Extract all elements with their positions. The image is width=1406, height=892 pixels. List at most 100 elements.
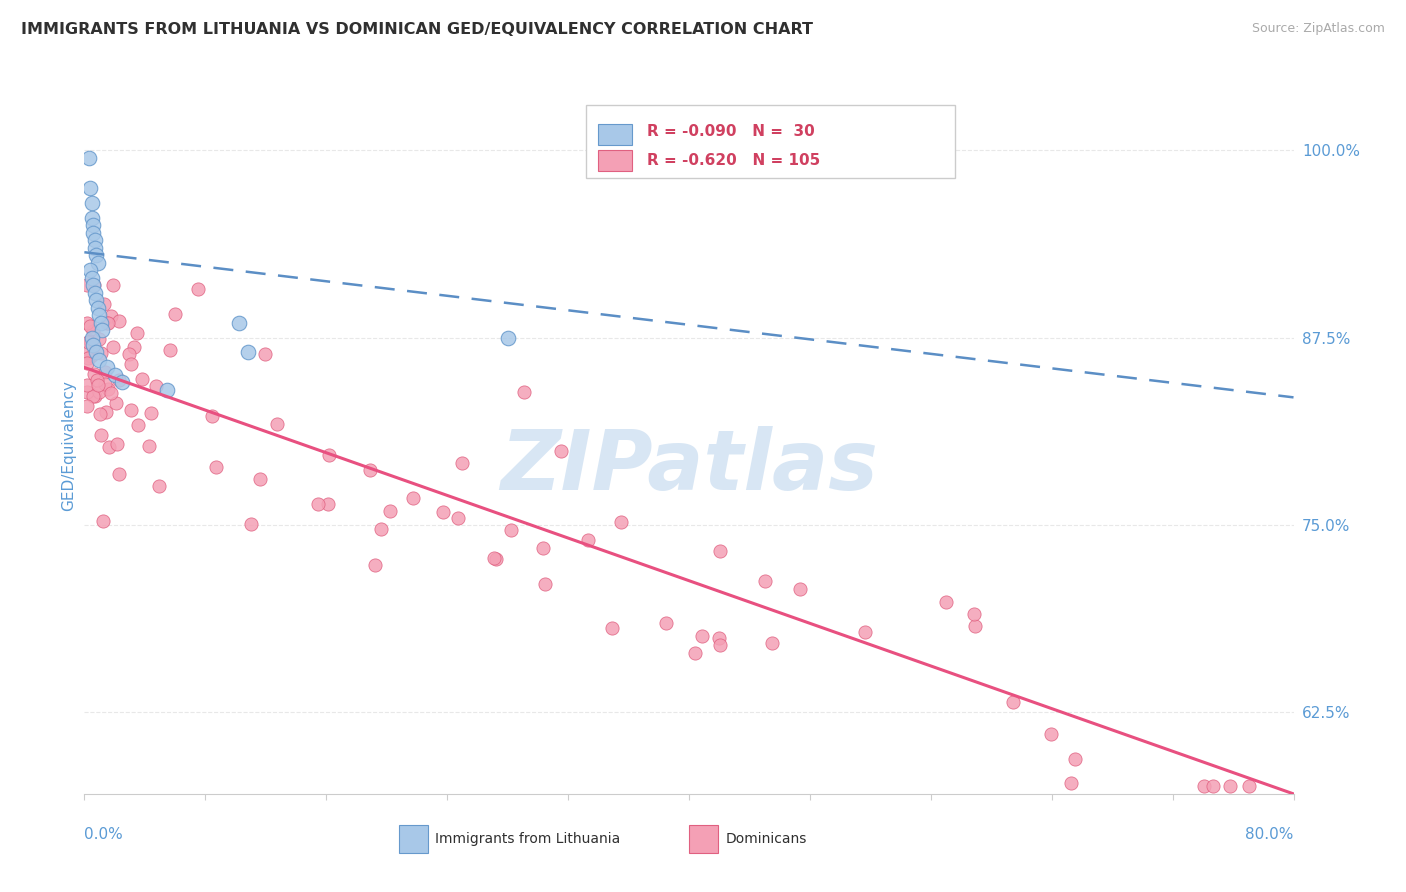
Point [84, 285, 107, 300]
Point [83, 367, 105, 381]
Point [253, 347, 276, 361]
Point [87, 301, 110, 315]
Point [108, 372, 131, 386]
Point [531, 541, 554, 555]
FancyBboxPatch shape [689, 825, 718, 853]
Point [83, 278, 105, 293]
Point [534, 577, 557, 591]
Point [228, 316, 250, 330]
Point [77, 351, 100, 366]
Point [205, 460, 228, 475]
Point [76, 385, 98, 400]
Point [683, 646, 706, 660]
Point [266, 417, 288, 432]
Point [94, 376, 117, 391]
Point [709, 544, 731, 558]
Point [89, 308, 111, 322]
Point [432, 505, 454, 519]
Point [96, 316, 118, 330]
Point [90, 346, 112, 360]
Point [80, 349, 103, 363]
Point [789, 582, 811, 597]
Point [236, 345, 259, 359]
Point [709, 638, 731, 652]
Point [125, 326, 148, 340]
Point [307, 498, 329, 512]
Point [370, 522, 392, 536]
Point [201, 409, 224, 423]
Point [90, 316, 112, 330]
Point [754, 574, 776, 588]
Point [600, 621, 623, 635]
Point [501, 524, 523, 538]
Point [77, 151, 100, 165]
Point [97, 316, 120, 330]
Point [1237, 780, 1260, 794]
Text: R = -0.620   N = 105: R = -0.620 N = 105 [647, 153, 820, 168]
Point [103, 278, 125, 293]
Point [451, 456, 474, 470]
Point [79, 263, 101, 277]
Point [80, 334, 103, 349]
Point [963, 607, 986, 621]
Point [359, 463, 381, 477]
Point [77, 334, 100, 349]
Point [76, 345, 98, 359]
Point [145, 378, 167, 392]
Text: 80.0%: 80.0% [1246, 827, 1294, 841]
Point [482, 550, 505, 565]
Point [82, 278, 104, 293]
Point [87, 377, 110, 392]
Point [91, 514, 114, 528]
Point [512, 385, 534, 400]
Point [1002, 695, 1025, 709]
Point [94, 405, 117, 419]
Point [485, 551, 508, 566]
Text: Immigrants from Lithuania: Immigrants from Lithuania [434, 832, 620, 847]
Point [93, 365, 115, 379]
Point [80, 195, 103, 210]
Point [89, 407, 111, 421]
Point [165, 307, 187, 321]
Point [86, 345, 108, 359]
Point [80, 270, 103, 285]
Point [93, 297, 115, 311]
Point [935, 594, 957, 608]
Point [1060, 776, 1083, 790]
Point [80, 211, 103, 225]
Point [111, 376, 134, 390]
Point [108, 467, 131, 482]
Point [84, 389, 107, 403]
Text: Source: ZipAtlas.com: Source: ZipAtlas.com [1251, 22, 1385, 36]
Point [120, 357, 142, 371]
Text: R = -0.090   N =  30: R = -0.090 N = 30 [647, 124, 814, 139]
Point [90, 428, 112, 442]
Point [82, 389, 104, 403]
Point [76, 399, 98, 413]
Point [86, 373, 108, 387]
Point [79, 334, 101, 348]
Point [79, 318, 101, 333]
Point [89, 353, 111, 368]
Point [84, 233, 107, 247]
Point [963, 619, 986, 633]
Point [82, 324, 104, 338]
Point [1218, 780, 1240, 794]
Point [86, 293, 108, 307]
Point [364, 558, 387, 573]
FancyBboxPatch shape [599, 150, 633, 171]
Point [141, 407, 163, 421]
FancyBboxPatch shape [399, 825, 427, 853]
Point [761, 636, 783, 650]
Point [690, 629, 713, 643]
Point [148, 479, 170, 493]
Point [76, 356, 98, 370]
Point [120, 402, 142, 417]
Point [107, 314, 129, 328]
Point [87, 256, 110, 270]
Point [138, 438, 160, 452]
Point [550, 444, 572, 458]
Point [853, 625, 876, 640]
Point [98, 440, 121, 454]
Point [1063, 752, 1085, 766]
